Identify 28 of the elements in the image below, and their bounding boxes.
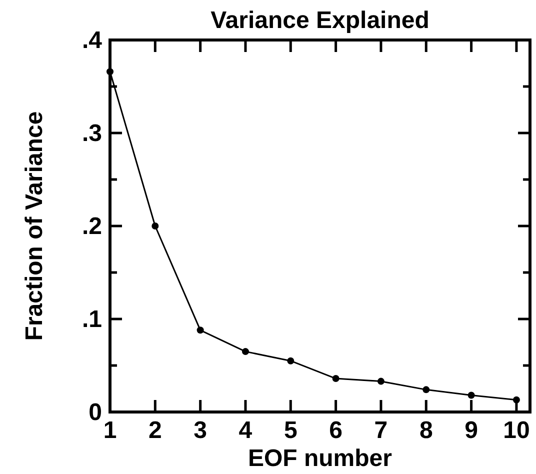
- point: [332, 375, 340, 382]
- y-tick-label: .1: [82, 306, 102, 333]
- x-tick-label: 8: [419, 417, 433, 444]
- x-tick-label: 10: [503, 417, 530, 444]
- point: [196, 326, 204, 334]
- x-tick-label: 3: [194, 417, 207, 444]
- point: [468, 392, 475, 399]
- y-axis-title: Fraction of Variance: [21, 111, 48, 341]
- x-tick-label: 4: [238, 417, 253, 444]
- x-tick-label: 6: [329, 417, 342, 444]
- point: [422, 386, 430, 394]
- y-tick-label: .3: [82, 120, 102, 147]
- x-tick-label: 7: [374, 417, 388, 444]
- chart-title: Variance Explained: [210, 7, 430, 34]
- point: [242, 348, 249, 356]
- x-tick-label: 2: [148, 417, 162, 444]
- y-tick-label: .4: [82, 27, 103, 54]
- point: [377, 378, 384, 385]
- point: [106, 68, 114, 76]
- x-tick-label: 1: [103, 417, 117, 444]
- x-tick-label: 5: [284, 417, 298, 444]
- point: [152, 222, 159, 230]
- x-tick-label: 9: [464, 417, 478, 444]
- y-tick-label: .2: [82, 213, 102, 240]
- point: [287, 357, 294, 364]
- y-tick-label: 0: [88, 399, 102, 426]
- point: [512, 396, 520, 404]
- x-axis-title: EOF number: [248, 445, 392, 472]
